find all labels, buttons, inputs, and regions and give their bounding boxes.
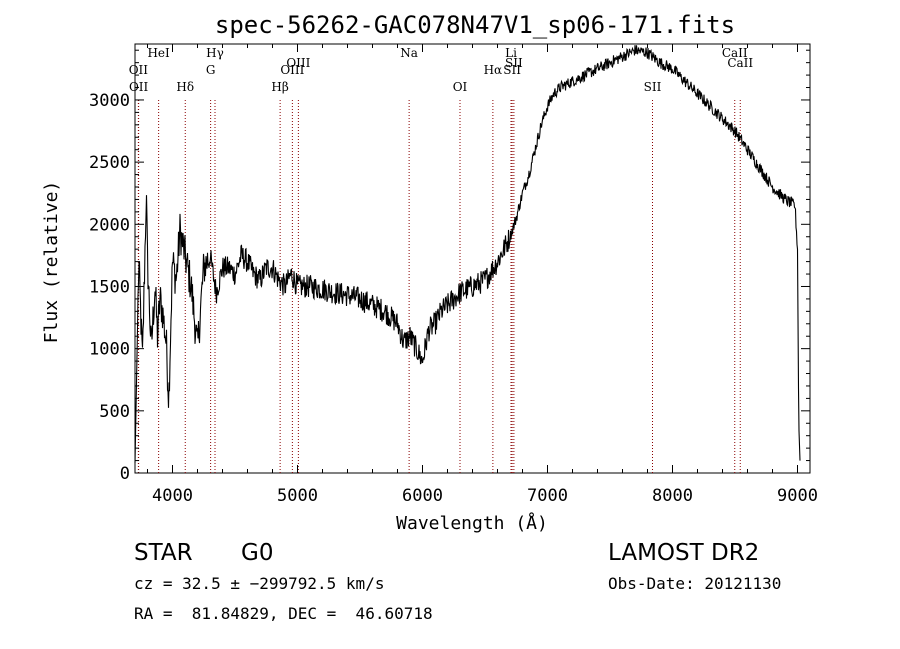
line-label-11: Hα bbox=[484, 63, 503, 77]
line-label-12: Li bbox=[505, 46, 517, 60]
y-tick-label-2000: 2000 bbox=[89, 215, 130, 235]
object-subclass: G0 bbox=[241, 540, 274, 566]
line-label-7: OIII bbox=[280, 63, 304, 77]
x-tick-label-5000: 5000 bbox=[277, 486, 318, 506]
line-label-0: OII bbox=[129, 63, 149, 77]
line-label-13: SII bbox=[503, 63, 521, 77]
line-label-10: OI bbox=[453, 80, 468, 94]
x-tick-label-7000: 7000 bbox=[527, 486, 568, 506]
coordinates: RA = 81.84829, DEC = 46.60718 bbox=[134, 604, 433, 623]
spectrum-line bbox=[134, 45, 801, 464]
line-label-8: OIII bbox=[286, 56, 310, 70]
y-axis-ticks: 0 500 1000 1500 2000 2500 3000 bbox=[89, 49, 810, 484]
obs-date: Obs-Date: 20121130 bbox=[608, 574, 782, 593]
line-label-2: HeI bbox=[147, 46, 170, 60]
line-label-16: CaII bbox=[722, 46, 748, 60]
x-tick-label-4000: 4000 bbox=[152, 486, 193, 506]
line-label-6: Hβ bbox=[271, 80, 288, 94]
line-label-9: Na bbox=[400, 46, 418, 60]
y-tick-label-1000: 1000 bbox=[89, 340, 130, 360]
line-label-3: Hδ bbox=[176, 80, 194, 94]
survey-name: LAMOST DR2 bbox=[608, 540, 760, 566]
y-axis-label: Flux (relative) bbox=[41, 181, 62, 344]
line-label-4: Hγ bbox=[206, 46, 224, 60]
x-tick-label-9000: 9000 bbox=[777, 486, 818, 506]
y-tick-label-2500: 2500 bbox=[89, 153, 130, 173]
x-tick-label-8000: 8000 bbox=[652, 486, 693, 506]
x-axis-ticks: 4000 5000 6000 7000 8000 9000 bbox=[147, 44, 818, 506]
y-tick-label-1500: 1500 bbox=[89, 277, 130, 297]
line-label-14: SII bbox=[505, 56, 523, 70]
line-label-17: CaII bbox=[727, 56, 753, 70]
object-class: STAR bbox=[134, 540, 193, 566]
y-tick-label-500: 500 bbox=[99, 402, 130, 422]
redshift-info: cz = 32.5 ± −299792.5 km/s bbox=[134, 574, 385, 593]
line-label-15: SII bbox=[644, 80, 662, 94]
line-label-5: G bbox=[206, 63, 216, 77]
plot-area: OIIOIIHeIHδHγGHβOIIIOIIINaOIHαLiSIISIISI… bbox=[129, 43, 811, 474]
line-label-1: OII bbox=[129, 80, 149, 94]
y-tick-label-0: 0 bbox=[120, 464, 130, 484]
x-tick-label-6000: 6000 bbox=[402, 486, 443, 506]
chart-title: spec-56262-GAC078N47V1_sp06-171.fits bbox=[215, 11, 735, 39]
y-tick-label-3000: 3000 bbox=[89, 91, 130, 111]
x-axis-label: Wavelength (Å) bbox=[396, 512, 548, 534]
